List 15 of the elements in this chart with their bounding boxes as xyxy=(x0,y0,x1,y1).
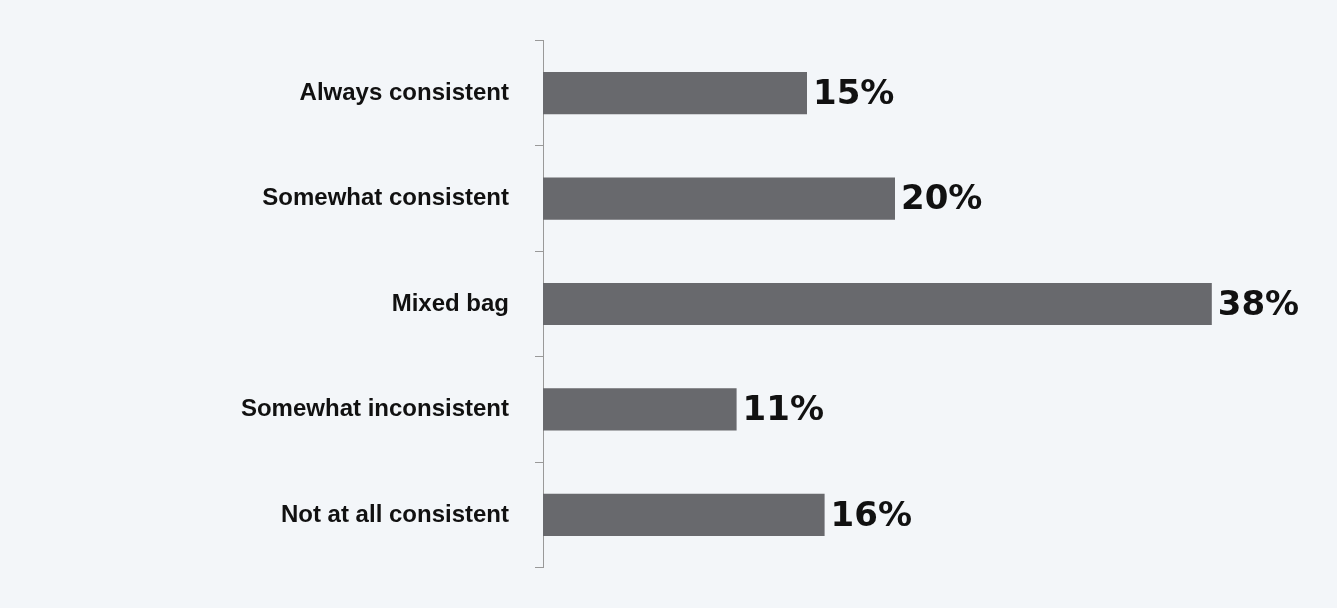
data-label: 16% xyxy=(830,493,912,534)
y-tick-label: Somewhat consistent xyxy=(262,183,509,211)
bar xyxy=(543,72,807,115)
y-tick-label: Not at all consistent xyxy=(280,499,509,527)
data-label: 11% xyxy=(742,388,824,429)
data-label: 15% xyxy=(813,71,895,112)
y-tick-label: Somewhat inconsistent xyxy=(240,394,509,422)
bar xyxy=(543,177,895,220)
bar xyxy=(543,493,825,536)
data-label: 38% xyxy=(1217,282,1300,323)
bar xyxy=(543,388,737,431)
y-tick-label: Mixed bag xyxy=(391,288,509,316)
y-tick-label: Always consistent xyxy=(299,77,509,105)
data-label: 20% xyxy=(901,177,983,218)
bar xyxy=(543,282,1212,326)
